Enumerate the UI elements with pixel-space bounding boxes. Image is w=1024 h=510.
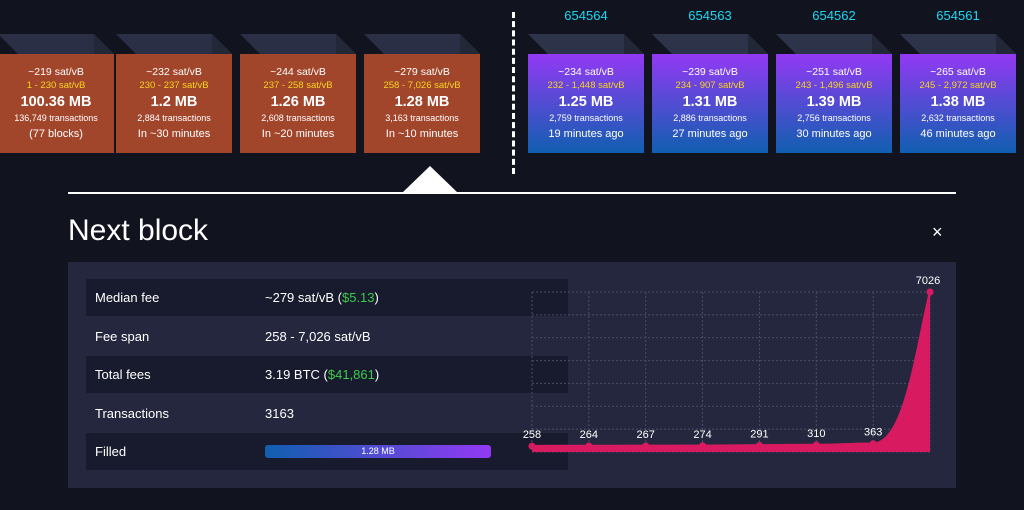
block-fee-range: 243 - 1,496 sat/vB bbox=[795, 79, 873, 91]
chart-data-label: 363 bbox=[864, 427, 882, 439]
total-fees-label: Total fees bbox=[95, 367, 151, 382]
block-fee-range: 230 - 237 sat/vB bbox=[139, 79, 209, 91]
block-time-ago: 30 minutes ago bbox=[796, 127, 872, 140]
transactions-value: 3163 bbox=[265, 406, 294, 421]
block-tx-count: 2,632 transactions bbox=[921, 112, 995, 123]
chart-data-label: 310 bbox=[807, 428, 825, 440]
block-size: 1.39 MB bbox=[806, 94, 862, 111]
total-fees-value: 3.19 BTC bbox=[265, 367, 320, 382]
median-fee-value: ~279 sat/vB bbox=[265, 290, 335, 305]
section-divider bbox=[68, 192, 956, 194]
chart-data-label: 264 bbox=[580, 429, 598, 441]
mined-block[interactable]: ~265 sat/vB 245 - 2,972 sat/vB 1.38 MB 2… bbox=[900, 34, 1016, 153]
median-fee-usd: $5.13 bbox=[341, 290, 375, 305]
filled-progress-bar: 1.28 MB bbox=[265, 445, 491, 458]
chart-point[interactable] bbox=[869, 440, 877, 448]
block-tx-count: 3,163 transactions bbox=[385, 112, 459, 123]
block-size: 1.28 MB bbox=[394, 94, 450, 111]
close-icon[interactable]: × bbox=[932, 222, 943, 242]
block-eta: In ~10 minutes bbox=[385, 127, 459, 140]
block-median-fee: ~239 sat/vB bbox=[682, 66, 738, 79]
block-height-link[interactable]: 654562 bbox=[812, 8, 856, 23]
block-fee-range: 237 - 258 sat/vB bbox=[263, 79, 333, 91]
block-eta: (77 blocks) bbox=[29, 127, 83, 140]
block-size: 1.31 MB bbox=[682, 94, 738, 111]
chart-line bbox=[531, 291, 932, 448]
block-fee-range: 258 - 7,026 sat/vB bbox=[383, 79, 461, 91]
mempool-block[interactable]: ~219 sat/vB 1 - 230 sat/vB 100.36 MB 136… bbox=[0, 34, 114, 153]
median-fee-row: Median fee ~279 sat/vB ($5.13) bbox=[86, 279, 568, 316]
filled-label: Filled bbox=[95, 444, 127, 459]
chart-point[interactable] bbox=[812, 441, 820, 449]
chart-point[interactable] bbox=[585, 442, 593, 450]
block-fee-range: 245 - 2,972 sat/vB bbox=[919, 79, 997, 91]
block-time-ago: 27 minutes ago bbox=[672, 127, 748, 140]
block-size: 1.2 MB bbox=[150, 94, 198, 111]
block-tx-count: 2,884 transactions bbox=[137, 112, 211, 123]
chart-area bbox=[532, 292, 930, 452]
block-eta: In ~30 minutes bbox=[137, 127, 211, 140]
block-size: 1.38 MB bbox=[930, 94, 986, 111]
mempool-block[interactable]: ~244 sat/vB 237 - 258 sat/vB 1.26 MB 2,6… bbox=[240, 34, 356, 153]
block-fee-range: 232 - 1,448 sat/vB bbox=[547, 79, 625, 91]
selected-block-arrow-icon bbox=[402, 166, 458, 193]
mined-block[interactable]: ~239 sat/vB 234 - 907 sat/vB 1.31 MB 2,8… bbox=[652, 34, 768, 153]
block-eta: In ~20 minutes bbox=[261, 127, 335, 140]
block-tx-count: 2,886 transactions bbox=[673, 112, 747, 123]
block-fee-range: 234 - 907 sat/vB bbox=[675, 79, 745, 91]
mempool-block[interactable]: ~232 sat/vB 230 - 237 sat/vB 1.2 MB 2,88… bbox=[116, 34, 232, 153]
mempool-block-selected[interactable]: ~279 sat/vB 258 - 7,026 sat/vB 1.28 MB 3… bbox=[364, 34, 480, 153]
fee-span-row: Fee span 258 - 7,026 sat/vB bbox=[86, 318, 568, 355]
transactions-label: Transactions bbox=[95, 406, 169, 421]
block-median-fee: ~232 sat/vB bbox=[146, 66, 202, 79]
block-fee-range: 1 - 230 sat/vB bbox=[26, 79, 86, 91]
block-median-fee: ~279 sat/vB bbox=[394, 66, 450, 79]
chart-data-label: 291 bbox=[750, 428, 768, 440]
block-size: 100.36 MB bbox=[20, 94, 92, 111]
block-tx-count: 2,759 transactions bbox=[549, 112, 623, 123]
block-time-ago: 19 minutes ago bbox=[548, 127, 624, 140]
block-tx-count: 2,756 transactions bbox=[797, 112, 871, 123]
chart-data-label: 274 bbox=[693, 429, 711, 441]
block-height-link[interactable]: 654564 bbox=[564, 8, 608, 23]
median-fee-label: Median fee bbox=[95, 290, 160, 305]
block-details-panel: Median fee ~279 sat/vB ($5.13) Fee span … bbox=[68, 262, 956, 488]
block-tx-count: 136,749 transactions bbox=[14, 112, 98, 123]
transactions-row: Transactions 3163 bbox=[86, 395, 568, 432]
block-time-ago: 46 minutes ago bbox=[920, 127, 996, 140]
block-size: 1.26 MB bbox=[270, 94, 326, 111]
mempool-divider bbox=[512, 12, 515, 174]
total-fees-usd: $41,861 bbox=[327, 367, 375, 382]
block-median-fee: ~219 sat/vB bbox=[28, 66, 84, 79]
block-height-link[interactable]: 654561 bbox=[936, 8, 980, 23]
chart-data-label: 7026 bbox=[916, 276, 940, 287]
block-size: 1.25 MB bbox=[558, 94, 614, 111]
fee-span-value: 258 - 7,026 sat/vB bbox=[265, 329, 371, 344]
block-tx-count: 2,608 transactions bbox=[261, 112, 335, 123]
block-median-fee: ~244 sat/vB bbox=[270, 66, 326, 79]
block-median-fee: ~234 sat/vB bbox=[558, 66, 614, 79]
fee-distribution-chart: 258 264 267 274 291 310 363 7026 bbox=[523, 276, 940, 453]
mined-block[interactable]: ~234 sat/vB 232 - 1,448 sat/vB 1.25 MB 2… bbox=[528, 34, 644, 153]
page-title: Next block bbox=[68, 214, 209, 247]
chart-point[interactable] bbox=[699, 442, 707, 450]
chart-point[interactable] bbox=[755, 441, 763, 449]
fee-span-label: Fee span bbox=[95, 329, 150, 344]
mined-block[interactable]: ~251 sat/vB 243 - 1,496 sat/vB 1.39 MB 2… bbox=[776, 34, 892, 153]
chart-point[interactable] bbox=[926, 288, 934, 296]
chart-data-label: 267 bbox=[637, 429, 655, 441]
block-median-fee: ~265 sat/vB bbox=[930, 66, 986, 79]
filled-row: Filled 1.28 MB bbox=[86, 433, 568, 470]
chart-point[interactable] bbox=[642, 442, 650, 450]
total-fees-row: Total fees 3.19 BTC ($41,861) bbox=[86, 356, 568, 393]
block-median-fee: ~251 sat/vB bbox=[806, 66, 862, 79]
chart-data-label: 258 bbox=[523, 429, 541, 441]
block-height-link[interactable]: 654563 bbox=[688, 8, 732, 23]
chart-point[interactable] bbox=[528, 442, 536, 450]
